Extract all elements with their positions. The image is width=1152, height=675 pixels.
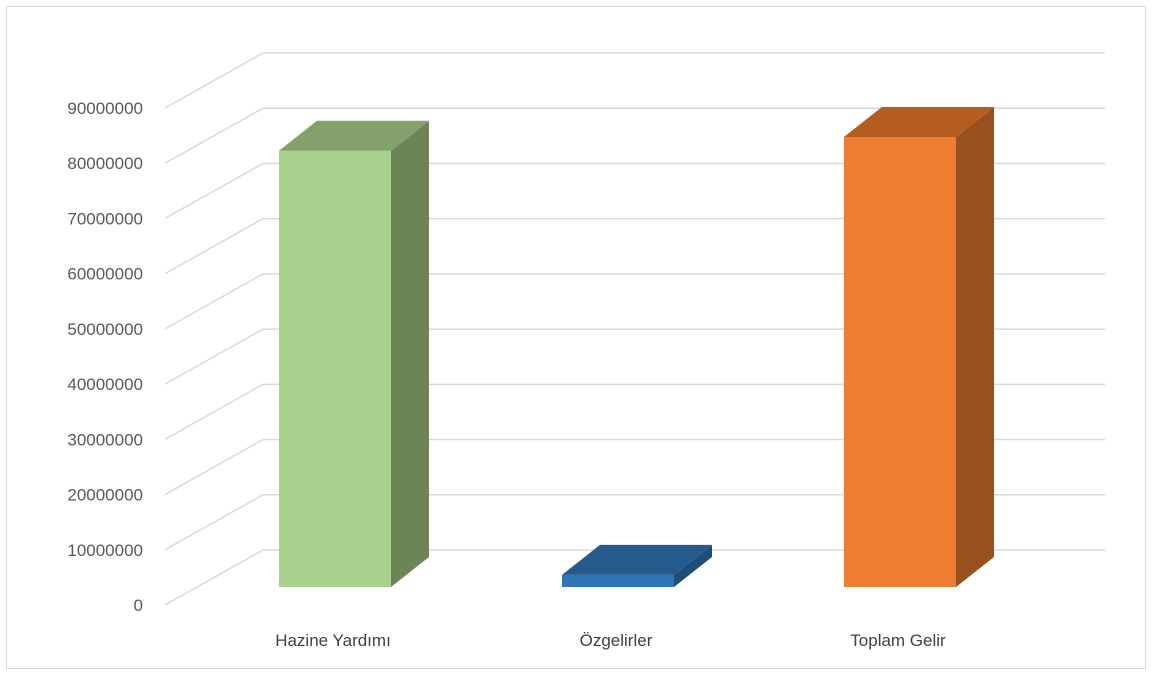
bar-front-face xyxy=(279,150,391,587)
bar-2 xyxy=(562,544,712,587)
bar-side-face xyxy=(391,120,429,587)
y-tick-label: 20000000 xyxy=(67,486,143,505)
bar-front-face xyxy=(844,136,956,587)
chart-frame xyxy=(6,6,1146,669)
y-tick-label: 50000000 xyxy=(67,320,143,339)
y-tick-label: 70000000 xyxy=(67,209,143,228)
y-tick-label: 90000000 xyxy=(67,99,143,118)
gridline xyxy=(164,438,1105,496)
y-tick-label: 80000000 xyxy=(67,154,143,173)
gridline xyxy=(164,549,1105,606)
gridline xyxy=(164,273,1105,330)
bar-side-face xyxy=(674,544,712,587)
gridline xyxy=(164,383,1105,440)
bar-front-face xyxy=(562,574,674,587)
gridline xyxy=(164,52,1105,109)
y-axis-tick-labels: 0 10000000 20000000 30000000 40000000 5000000… xyxy=(67,99,143,615)
x-category-label: Toplam Gelir xyxy=(850,631,946,650)
y-tick-label: 30000000 xyxy=(67,430,143,449)
gridline xyxy=(164,217,1105,275)
gridline xyxy=(164,107,1105,164)
bar-side-face xyxy=(956,106,994,587)
bar-3 xyxy=(844,106,994,587)
bars xyxy=(279,106,994,587)
gridlines xyxy=(164,52,1105,606)
bar-1 xyxy=(279,120,429,587)
gridline xyxy=(164,328,1105,385)
gridline xyxy=(164,162,1105,220)
y-tick-label: 40000000 xyxy=(67,375,143,394)
y-tick-label: 60000000 xyxy=(67,265,143,284)
x-category-label: Hazine Yardımı xyxy=(275,631,391,650)
y-tick-label: 10000000 xyxy=(67,541,143,560)
bar-top-face xyxy=(562,544,712,575)
y-tick-label: 0 xyxy=(134,596,143,615)
gridline xyxy=(164,494,1105,551)
bar-top-face xyxy=(844,106,994,137)
x-axis-category-labels: Hazine Yardımı Özgelirler Toplam Gelir xyxy=(275,631,946,650)
bar-top-face xyxy=(279,120,429,151)
x-category-label: Özgelirler xyxy=(580,631,653,650)
